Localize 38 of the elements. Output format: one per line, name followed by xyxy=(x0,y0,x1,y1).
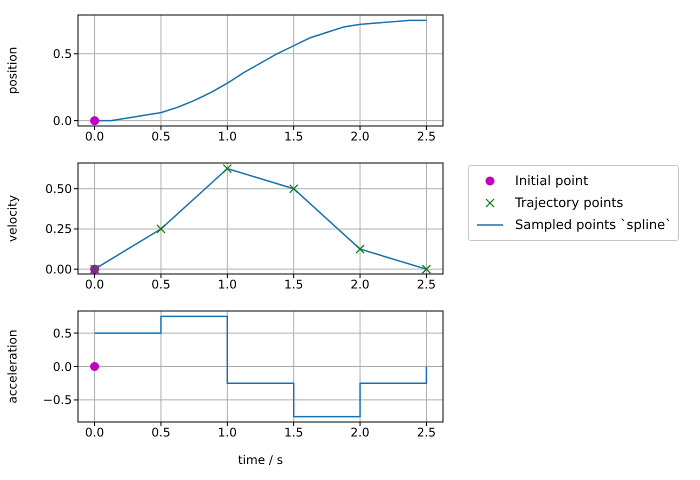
y-tick-label: 0.00 xyxy=(45,262,72,276)
legend-label: Initial point xyxy=(515,174,588,188)
x-tick-label: 0.5 xyxy=(151,426,170,440)
y-tick-label: 0.25 xyxy=(45,222,72,236)
y-axis-title: velocity xyxy=(5,195,20,242)
y-tick-label: 0.0 xyxy=(52,114,72,128)
y-tick-label: 0.5 xyxy=(52,326,72,340)
x-tick-label: 2.0 xyxy=(350,426,370,440)
x-tick-label: 2.5 xyxy=(416,278,436,292)
x-axis-title: time / s xyxy=(238,453,284,467)
x-tick-label: 0.0 xyxy=(85,130,104,144)
legend-label: Sampled points `spline` xyxy=(515,218,672,232)
x-tick-label: 0.5 xyxy=(151,278,170,292)
point xyxy=(422,264,432,274)
y-axis-title: position xyxy=(5,46,20,94)
x-tick-label: 0.5 xyxy=(151,130,170,144)
y-tick-label: 0.5 xyxy=(52,47,72,62)
y-tick-label: −0.5 xyxy=(42,393,72,408)
x-tick-label: 2.0 xyxy=(350,278,370,292)
point xyxy=(222,164,232,174)
x-tick-label: 0.0 xyxy=(85,278,104,292)
x-tick-label: 2.5 xyxy=(416,130,436,144)
x-tick-label: 1.5 xyxy=(284,130,304,144)
x-tick-label: 1.5 xyxy=(284,426,304,440)
point xyxy=(156,224,166,234)
y-tick-label: 0.50 xyxy=(45,182,72,196)
y-axis-title: acceleration xyxy=(5,330,20,404)
x-tick-label: 2.5 xyxy=(416,426,436,440)
legend-label: Trajectory points xyxy=(515,196,624,210)
point xyxy=(289,184,298,194)
x-tick-label: 1.0 xyxy=(218,278,237,292)
y-tick-label: 0.0 xyxy=(52,360,72,374)
x-tick-label: 2.0 xyxy=(350,130,370,144)
x-tick-label: 1.5 xyxy=(284,278,304,292)
point xyxy=(355,244,365,254)
x-tick-label: 0.0 xyxy=(85,426,104,440)
x-tick-label: 1.0 xyxy=(218,130,237,144)
x-tick-label: 1.0 xyxy=(218,426,237,440)
